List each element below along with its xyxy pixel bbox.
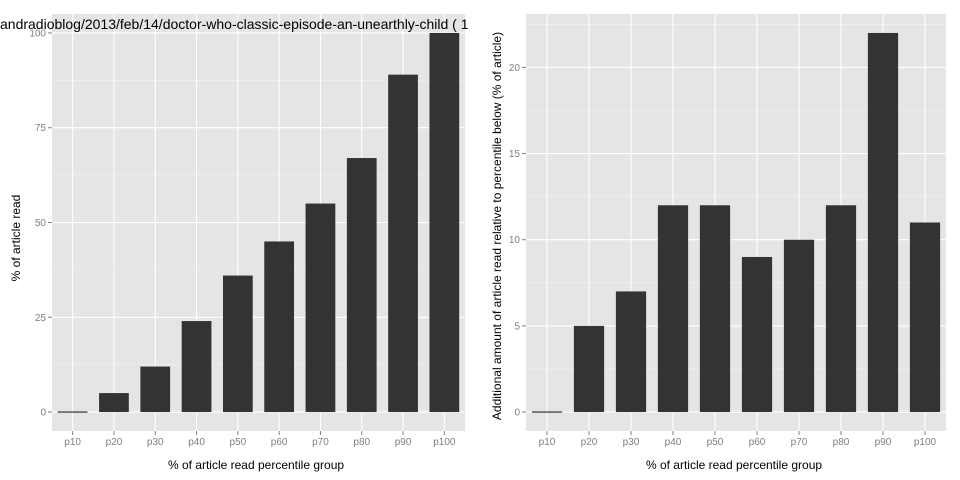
right-chart-x-axis-label: % of article read percentile group bbox=[646, 458, 822, 472]
left-chart-y-tick-label: 75 bbox=[35, 123, 47, 134]
left-chart-y-tick-label: 100 bbox=[29, 28, 46, 39]
right-chart-x-tick-label: p50 bbox=[707, 437, 724, 448]
right-chart-bar-p60 bbox=[741, 256, 773, 413]
right-chart-bar-p70 bbox=[783, 239, 815, 413]
right-chart-bar-p100 bbox=[909, 222, 941, 413]
right-chart-x-tick-label: p30 bbox=[623, 437, 640, 448]
left-chart-y-tick-label: 0 bbox=[40, 408, 46, 419]
right-chart-y-axis-label: Additional amount of article read relati… bbox=[490, 32, 504, 420]
left-chart-bar-p10 bbox=[57, 411, 88, 413]
right-chart-y-tick-label: 20 bbox=[509, 63, 521, 74]
left-chart-bar-p60 bbox=[264, 241, 295, 413]
left-chart-x-tick-label: p30 bbox=[147, 437, 164, 448]
left-chart-bar-p30 bbox=[140, 366, 171, 413]
right-chart-x-tick-label: p40 bbox=[665, 437, 682, 448]
right-chart-bar-p30 bbox=[615, 291, 647, 413]
left-chart-x-tick-label: p50 bbox=[230, 437, 247, 448]
right-chart-y-tick-label: 5 bbox=[514, 321, 520, 332]
right-chart-bar-p10 bbox=[531, 411, 563, 413]
right-chart-x-tick-label: p90 bbox=[875, 437, 892, 448]
left-chart-x-tick-label: p20 bbox=[106, 437, 123, 448]
left-chart-bar-p50 bbox=[222, 275, 253, 413]
right-chart-x-tick-label: p20 bbox=[581, 437, 598, 448]
right-chart-x-tick-label: p70 bbox=[791, 437, 808, 448]
left-chart-bar-p20 bbox=[99, 393, 129, 413]
left-chart-x-tick-label: p70 bbox=[312, 437, 329, 448]
right-chart-y-tick-label: 10 bbox=[509, 235, 521, 246]
left-chart-x-axis-label: % of article read percentile group bbox=[168, 458, 344, 472]
left-chart-bar-p90 bbox=[388, 74, 418, 413]
left-chart-bar-p70 bbox=[305, 203, 336, 413]
right-chart-bar-p20 bbox=[573, 325, 605, 413]
right-chart-x-tick-label: p100 bbox=[914, 437, 937, 448]
left-chart-bar-p100 bbox=[429, 32, 460, 413]
left-chart-bar-p40 bbox=[181, 321, 212, 413]
left-chart-x-tick-label: p90 bbox=[395, 437, 412, 448]
right-chart-bar-p40 bbox=[657, 205, 689, 413]
left-chart-x-tick-label: p60 bbox=[271, 437, 288, 448]
right-chart-x-tick-label: p80 bbox=[833, 437, 850, 448]
right-chart-y-tick-label: 0 bbox=[514, 408, 520, 419]
left-chart-bar-p80 bbox=[346, 158, 377, 413]
left-chart-x-tick-label: p10 bbox=[64, 437, 81, 448]
right-chart-y-tick-label: 15 bbox=[509, 149, 521, 160]
left-chart-x-tick-label: p40 bbox=[188, 437, 205, 448]
right-chart-x-tick-label: p60 bbox=[749, 437, 766, 448]
left-chart-y-tick-label: 25 bbox=[35, 313, 47, 324]
left-chart-x-tick-label: p80 bbox=[353, 437, 370, 448]
right-chart-x-tick-label: p10 bbox=[539, 437, 556, 448]
left-chart-title: andradioblog/2013/feb/14/doctor-who-clas… bbox=[0, 16, 469, 32]
left-chart-y-axis-label: % of article read bbox=[9, 195, 23, 282]
right-chart-bar-p90 bbox=[867, 32, 899, 413]
left-chart-panel: 0 25 50 75 100 p10 p20 p30 p40 p50 p60 p70 p80 p90 p10… bbox=[0, 14, 469, 472]
left-chart-x-tick-label: p100 bbox=[433, 437, 456, 448]
left-chart-y-tick-label: 50 bbox=[35, 218, 47, 229]
right-chart-bar-p80 bbox=[825, 205, 857, 413]
right-chart-bar-p50 bbox=[699, 205, 731, 413]
